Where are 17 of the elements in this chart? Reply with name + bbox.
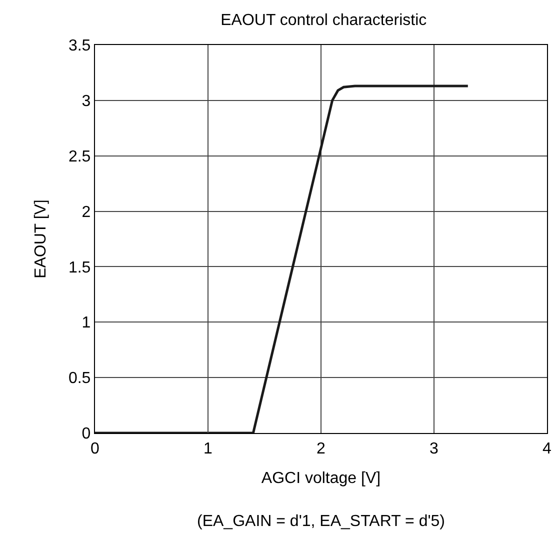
y-tick-label: 3.5 (68, 38, 91, 55)
x-tick-label: 3 (430, 440, 439, 458)
y-tick-label: 2.5 (68, 148, 91, 166)
line-series (95, 84, 470, 433)
y-tick-label: 1.5 (68, 259, 91, 276)
x-axis-title: AGCI voltage [V] (261, 470, 381, 487)
x-tick-label: 2 (316, 440, 326, 458)
y-tick-label: 1 (82, 314, 91, 332)
x-tick-label: 1 (204, 440, 213, 458)
y-tick-label: 2 (82, 204, 91, 221)
y-tick-label: 3 (82, 93, 91, 110)
text: (EA_GAIN = d'1, EA_START = d'5) (197, 513, 445, 530)
chart-title: EAOUT control characteristic (220, 12, 427, 29)
y-tick-label: 0.5 (68, 370, 91, 388)
x-tick-label: 4 (542, 440, 552, 458)
y-tick-label: 0 (82, 426, 91, 443)
y-axis-title: EAOUT [V] (32, 200, 50, 278)
